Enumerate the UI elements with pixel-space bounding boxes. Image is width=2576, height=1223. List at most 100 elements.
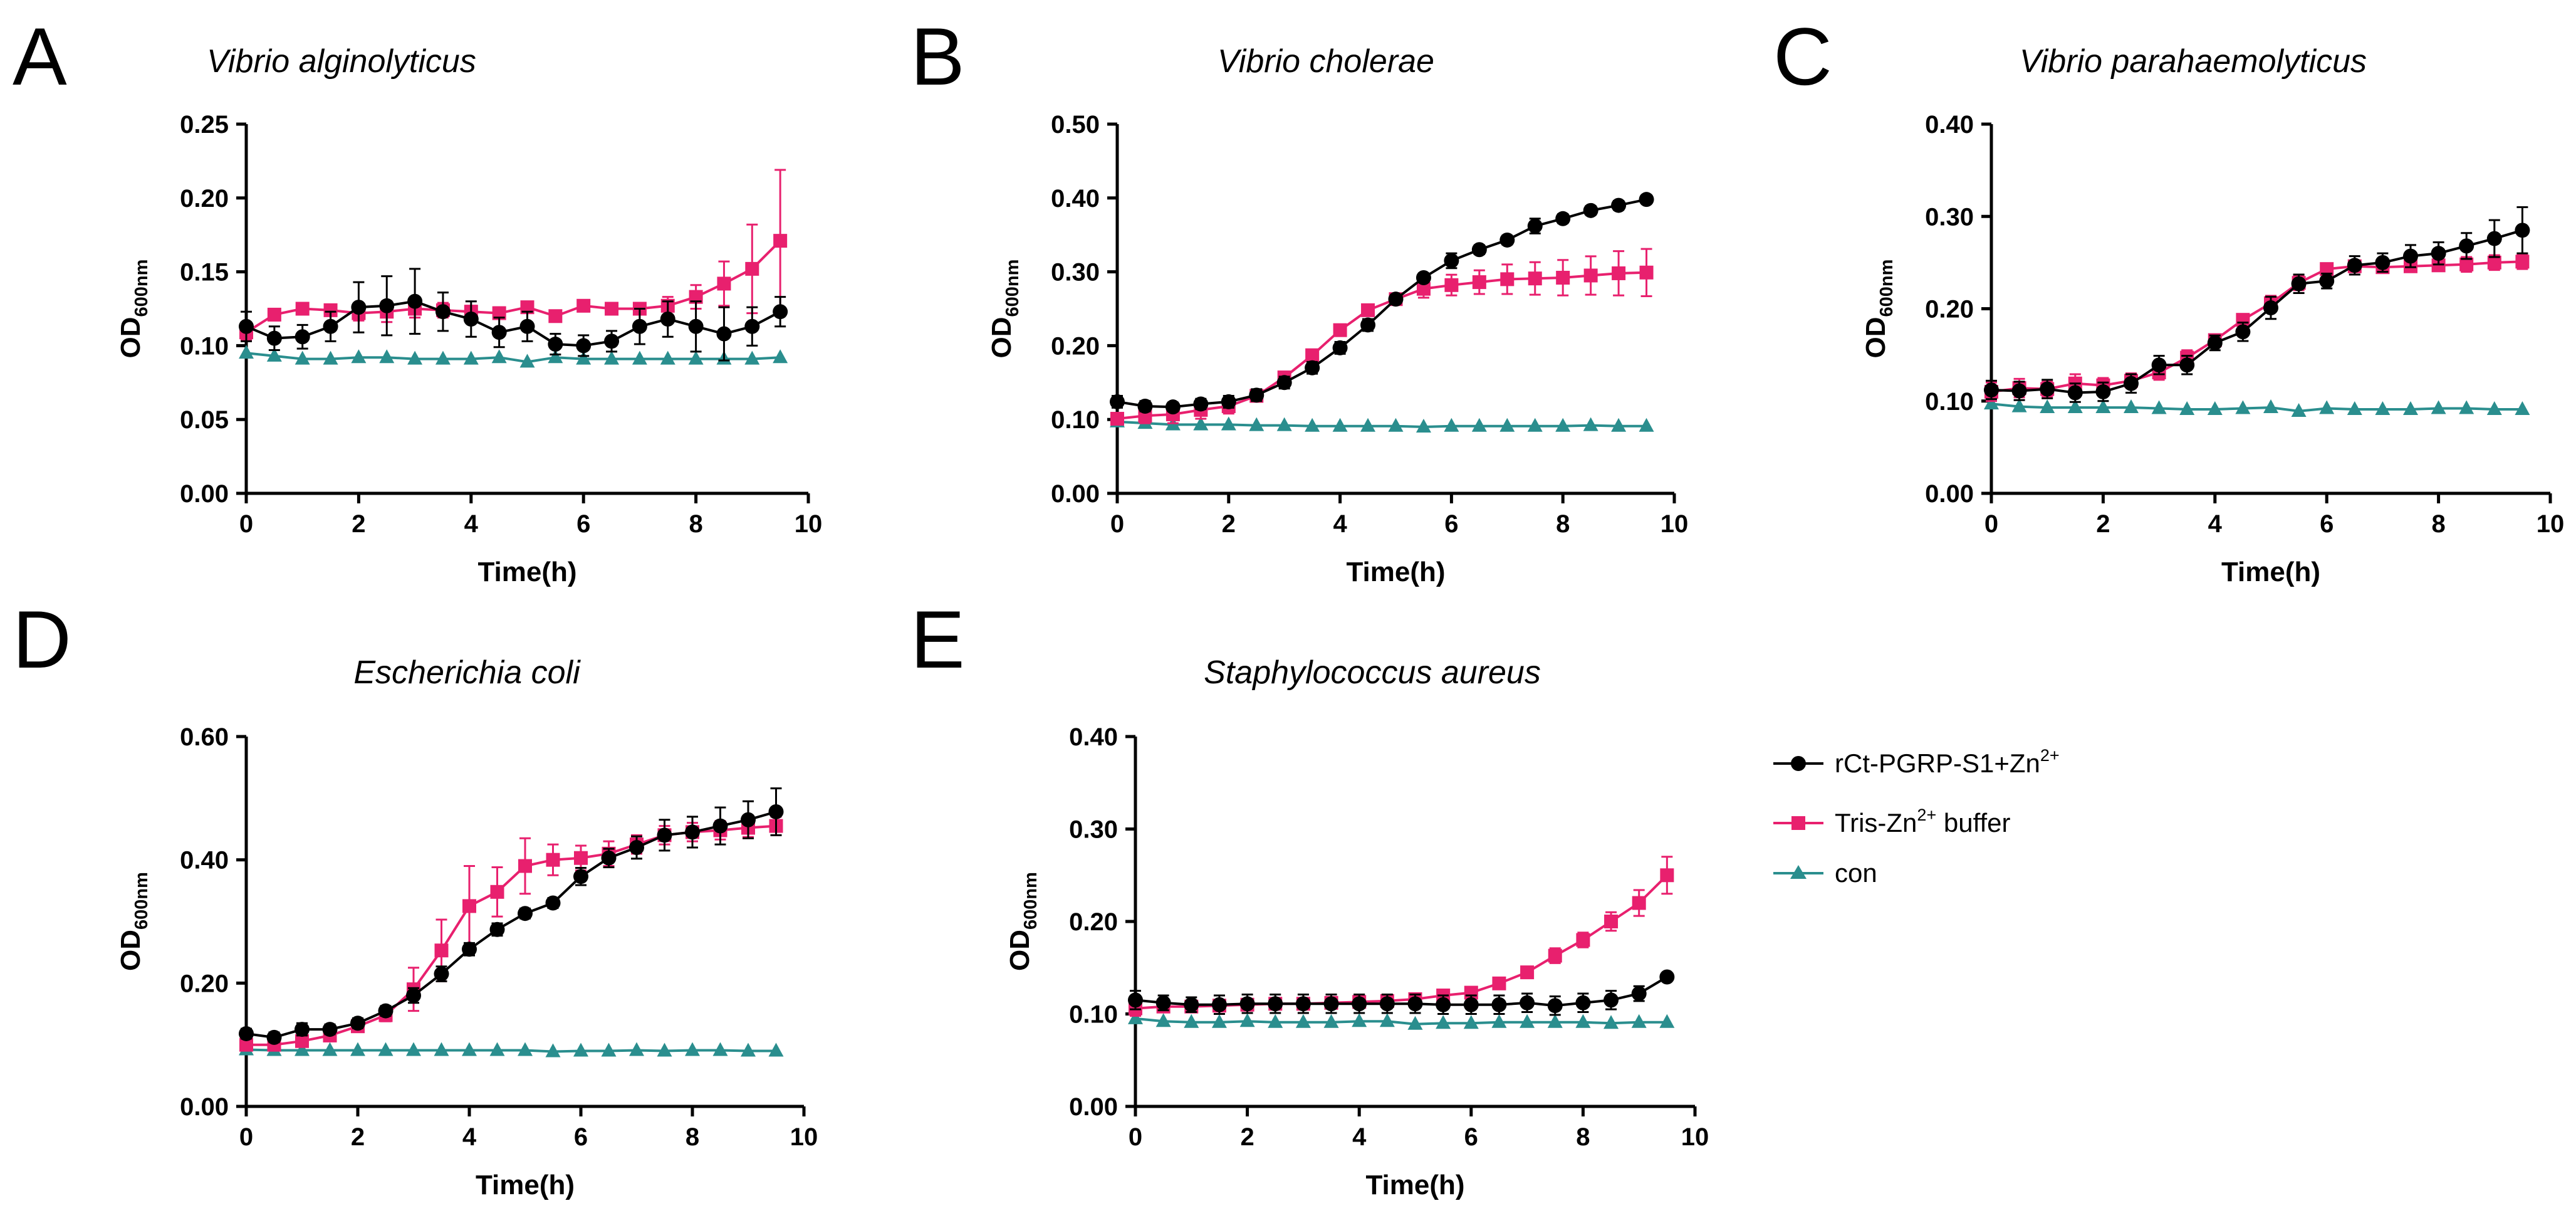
panel-b-rct-point bbox=[1555, 211, 1571, 226]
panel-e-rct-point bbox=[1184, 997, 1199, 1012]
panel-c-con-point bbox=[2151, 400, 2167, 414]
panel-b-con-point bbox=[1221, 416, 1236, 431]
panel-b-x-label: Time(h) bbox=[1346, 557, 1445, 587]
panel-b-title: Vibrio cholerae bbox=[1218, 43, 1434, 80]
panel-a-tris-point bbox=[267, 307, 281, 322]
legend-entry-rct: rCt-PGRP-S1+Zn2+ bbox=[1773, 746, 2060, 778]
panel-a-con-point bbox=[548, 349, 563, 364]
panel-c-con-line bbox=[1991, 402, 2523, 412]
panel-b-rct-point bbox=[1137, 398, 1153, 414]
panel-a-rct-point bbox=[604, 333, 620, 349]
panel-a-tris-point bbox=[745, 261, 759, 276]
panel-a-x-tick-label: 4 bbox=[464, 510, 479, 538]
panel-d-plot: 0 2 4 6 8 10 0.00 0.20 0.40 0.60 Time(h) OD600nm bbox=[115, 723, 818, 1200]
panel-a-rct-point bbox=[379, 298, 395, 313]
panel-d-rct-point bbox=[239, 1026, 254, 1041]
panel-a-y-tick-label: 0.20 bbox=[180, 185, 229, 213]
panel-e-y-label-sub: 600nm bbox=[1021, 872, 1041, 930]
panel-d-con-line bbox=[246, 1048, 776, 1053]
panel-a-title: Vibrio alginolyticus bbox=[207, 43, 476, 80]
legend-label-rct-sup: 2+ bbox=[2040, 746, 2060, 765]
legend-label-tris: Tris-Zn2+ buffer bbox=[1835, 806, 2011, 837]
panel-a-con-point bbox=[576, 350, 592, 365]
panel-c-y-tick-label: 0.40 bbox=[1925, 111, 1974, 139]
panel-c-rct-point bbox=[2207, 335, 2223, 350]
panel-b-rct-point bbox=[1639, 192, 1654, 207]
panel-c-con-point bbox=[2403, 401, 2418, 416]
panel-letter-e: E bbox=[910, 594, 965, 685]
panel-c-y-tick-label: 0.30 bbox=[1925, 203, 1974, 231]
panel-e-con-point bbox=[1184, 1014, 1199, 1028]
panel-b-rct-point bbox=[1499, 232, 1515, 248]
panel-c-title: Vibrio parahaemolyticus bbox=[2020, 43, 2367, 80]
panel-d-rct-point bbox=[266, 1029, 282, 1045]
panel-d-con-point bbox=[434, 1042, 449, 1056]
panel-b-series-rct bbox=[1110, 192, 1654, 415]
panel-c-series-rct bbox=[1984, 206, 2530, 403]
panel-a-con-point bbox=[239, 345, 254, 359]
panel-a-rct-point bbox=[491, 325, 507, 340]
panel-d-con-point bbox=[629, 1042, 644, 1056]
panel-b-y-label: OD600nm bbox=[986, 260, 1023, 359]
panel-c-y-label: OD600nm bbox=[1860, 260, 1897, 359]
panel-c-rct-point bbox=[2263, 300, 2278, 316]
panel-b-con-point bbox=[1583, 417, 1598, 431]
panel-d-con-point bbox=[657, 1042, 672, 1057]
panel-b-rct-point bbox=[1444, 253, 1459, 268]
panel-e-con-point bbox=[1659, 1014, 1675, 1028]
panel-a-rct-point bbox=[773, 304, 788, 320]
panel-c-y-tick-label: 0.20 bbox=[1925, 296, 1974, 323]
panel-c-con-point bbox=[2067, 399, 2083, 414]
panel-d-tris-point bbox=[462, 899, 476, 913]
panel-b-rct-point bbox=[1388, 291, 1404, 307]
panel-a: A Vibrio alginolyticus 0 2 4 6 8 10 0.00 0.05 0.… bbox=[13, 11, 822, 587]
panel-e-y-tick-label: 0.10 bbox=[1069, 1001, 1118, 1029]
panel-e-rct-point bbox=[1491, 997, 1507, 1012]
panel-b-rct-point bbox=[1165, 399, 1181, 415]
panel-e-rct-point bbox=[1268, 996, 1283, 1012]
panel-a-x-tick-label: 0 bbox=[239, 510, 253, 538]
panel-a-series-rct bbox=[239, 268, 788, 362]
panel-a-y-tick-label: 0.15 bbox=[180, 259, 229, 286]
panel-e-rct-point bbox=[1239, 996, 1255, 1012]
panel-a-con-point bbox=[379, 349, 395, 364]
panel-b-y-tick-label: 0.50 bbox=[1051, 111, 1100, 139]
panel-b-con-point bbox=[1305, 417, 1320, 432]
panel-c-rct-point bbox=[2431, 246, 2446, 261]
panel-d-series-rct bbox=[239, 787, 784, 1045]
panel-d-series-con bbox=[239, 1041, 784, 1058]
panel-e-y-label: OD600nm bbox=[1004, 872, 1041, 971]
panel-e-y-tick-label: 0.40 bbox=[1069, 723, 1118, 751]
panel-a-con-point bbox=[491, 349, 507, 364]
panel-c-con-point bbox=[2431, 400, 2446, 414]
panel-b-y-tick-label: 0.20 bbox=[1051, 332, 1100, 360]
panel-d-con-point bbox=[322, 1042, 338, 1056]
panel-d-x-tick-label: 2 bbox=[351, 1123, 365, 1151]
panel-d-tris-point bbox=[490, 884, 504, 899]
panel-c-con-point bbox=[1984, 396, 1999, 410]
panel-c-con-point bbox=[2486, 401, 2502, 416]
panel-a-rct-point bbox=[688, 318, 704, 334]
panel-b-tris-point bbox=[1612, 266, 1626, 280]
panel-e-con-point bbox=[1379, 1013, 1395, 1027]
panel-c-x-tick-label: 6 bbox=[2320, 510, 2334, 538]
panel-c-con-point bbox=[2011, 398, 2027, 412]
panel-c-rct-point bbox=[2179, 357, 2195, 373]
panel-a-y-tick-label: 0.00 bbox=[180, 480, 229, 508]
panel-d-con-point bbox=[768, 1042, 784, 1057]
panel-a-y-label: OD600nm bbox=[115, 260, 152, 359]
panel-b-y-label-main: OD bbox=[986, 317, 1017, 358]
panel-e-tris-point bbox=[1632, 896, 1646, 910]
panel-d-con-point bbox=[350, 1042, 365, 1056]
panel-a-rct-point bbox=[660, 311, 675, 327]
panel-d-x-tick-label: 0 bbox=[239, 1123, 253, 1151]
legend-label-rct: rCt-PGRP-S1+Zn2+ bbox=[1835, 746, 2060, 778]
panel-b-tris-point bbox=[1528, 271, 1542, 286]
panel-c-rct-point bbox=[2124, 375, 2139, 391]
panel-e-y-tick-label: 0.00 bbox=[1069, 1093, 1118, 1121]
panel-d-con-point bbox=[601, 1042, 617, 1057]
panel-a-tris-point bbox=[295, 302, 310, 316]
panel-b-y-tick-label: 0.10 bbox=[1051, 406, 1100, 434]
panel-b-con-line bbox=[1117, 420, 1647, 429]
panel-b-rct-point bbox=[1276, 375, 1292, 391]
